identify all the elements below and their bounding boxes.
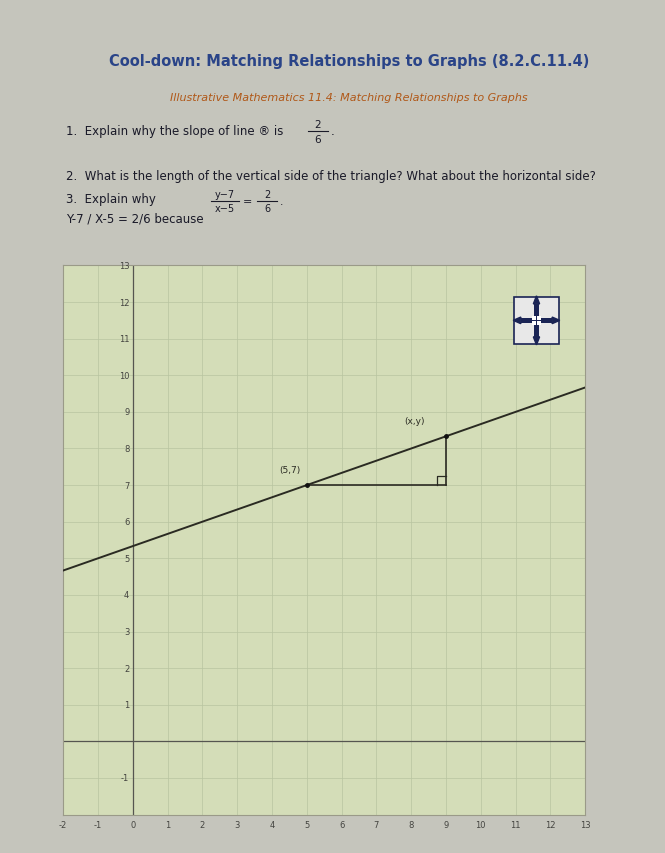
Text: 8: 8 <box>124 444 129 454</box>
Text: .: . <box>331 125 334 137</box>
Text: 6: 6 <box>124 518 129 526</box>
Text: 4: 4 <box>269 820 275 829</box>
Bar <box>532 322 536 326</box>
Text: Y-7 / X-5 = 2/6 because: Y-7 / X-5 = 2/6 because <box>66 212 204 226</box>
Text: -1: -1 <box>94 820 102 829</box>
Text: Illustrative Mathematics 11.4: Matching Relationships to Graphs: Illustrative Mathematics 11.4: Matching … <box>170 93 528 103</box>
Text: 9: 9 <box>444 820 449 829</box>
Text: 5: 5 <box>124 554 129 563</box>
Text: 3: 3 <box>235 820 240 829</box>
Polygon shape <box>533 338 539 345</box>
Text: 8: 8 <box>408 820 414 829</box>
Text: (5,7): (5,7) <box>279 466 300 475</box>
Text: 10: 10 <box>119 371 129 380</box>
Text: 9: 9 <box>124 408 129 417</box>
Bar <box>534 305 539 338</box>
Text: 6: 6 <box>264 204 270 214</box>
Text: 2.  What is the length of the vertical side of the triangle? What about the hori: 2. What is the length of the vertical si… <box>66 170 597 183</box>
Text: 3: 3 <box>124 627 129 636</box>
Text: y−7: y−7 <box>215 189 235 200</box>
Text: 12: 12 <box>119 299 129 307</box>
Text: 13: 13 <box>580 820 591 829</box>
Text: -1: -1 <box>121 774 129 782</box>
Text: 6: 6 <box>315 135 321 144</box>
Polygon shape <box>533 297 539 305</box>
Text: 5: 5 <box>304 820 309 829</box>
Text: 7: 7 <box>374 820 379 829</box>
Text: 2: 2 <box>315 119 321 130</box>
Text: 2: 2 <box>264 189 270 200</box>
Text: Cool-down: Matching Relationships to Graphs (8.2.C.11.4): Cool-down: Matching Relationships to Gra… <box>109 55 589 69</box>
Bar <box>537 316 541 321</box>
Bar <box>532 316 536 321</box>
Text: 12: 12 <box>545 820 556 829</box>
Bar <box>521 318 552 324</box>
Text: .: . <box>279 196 283 206</box>
Text: 2: 2 <box>124 664 129 673</box>
Text: 1: 1 <box>124 700 129 710</box>
Text: 1: 1 <box>165 820 170 829</box>
Text: =: = <box>243 196 252 206</box>
Text: 2: 2 <box>200 820 205 829</box>
Polygon shape <box>552 317 560 324</box>
Bar <box>537 322 541 326</box>
Text: -2: -2 <box>59 820 67 829</box>
Text: 0: 0 <box>130 820 136 829</box>
Text: 11: 11 <box>119 334 129 344</box>
Text: 7: 7 <box>124 481 129 490</box>
Text: 11: 11 <box>510 820 521 829</box>
Text: 1.  Explain why the slope of line ® is: 1. Explain why the slope of line ® is <box>66 125 291 137</box>
Text: (x,y): (x,y) <box>404 417 425 426</box>
Polygon shape <box>513 317 521 324</box>
Text: 6: 6 <box>339 820 344 829</box>
Text: 4: 4 <box>124 591 129 600</box>
Text: 10: 10 <box>475 820 486 829</box>
Text: 13: 13 <box>118 262 129 270</box>
Text: 3.  Explain why: 3. Explain why <box>66 193 164 206</box>
Text: x−5: x−5 <box>215 204 235 214</box>
FancyBboxPatch shape <box>514 297 559 345</box>
